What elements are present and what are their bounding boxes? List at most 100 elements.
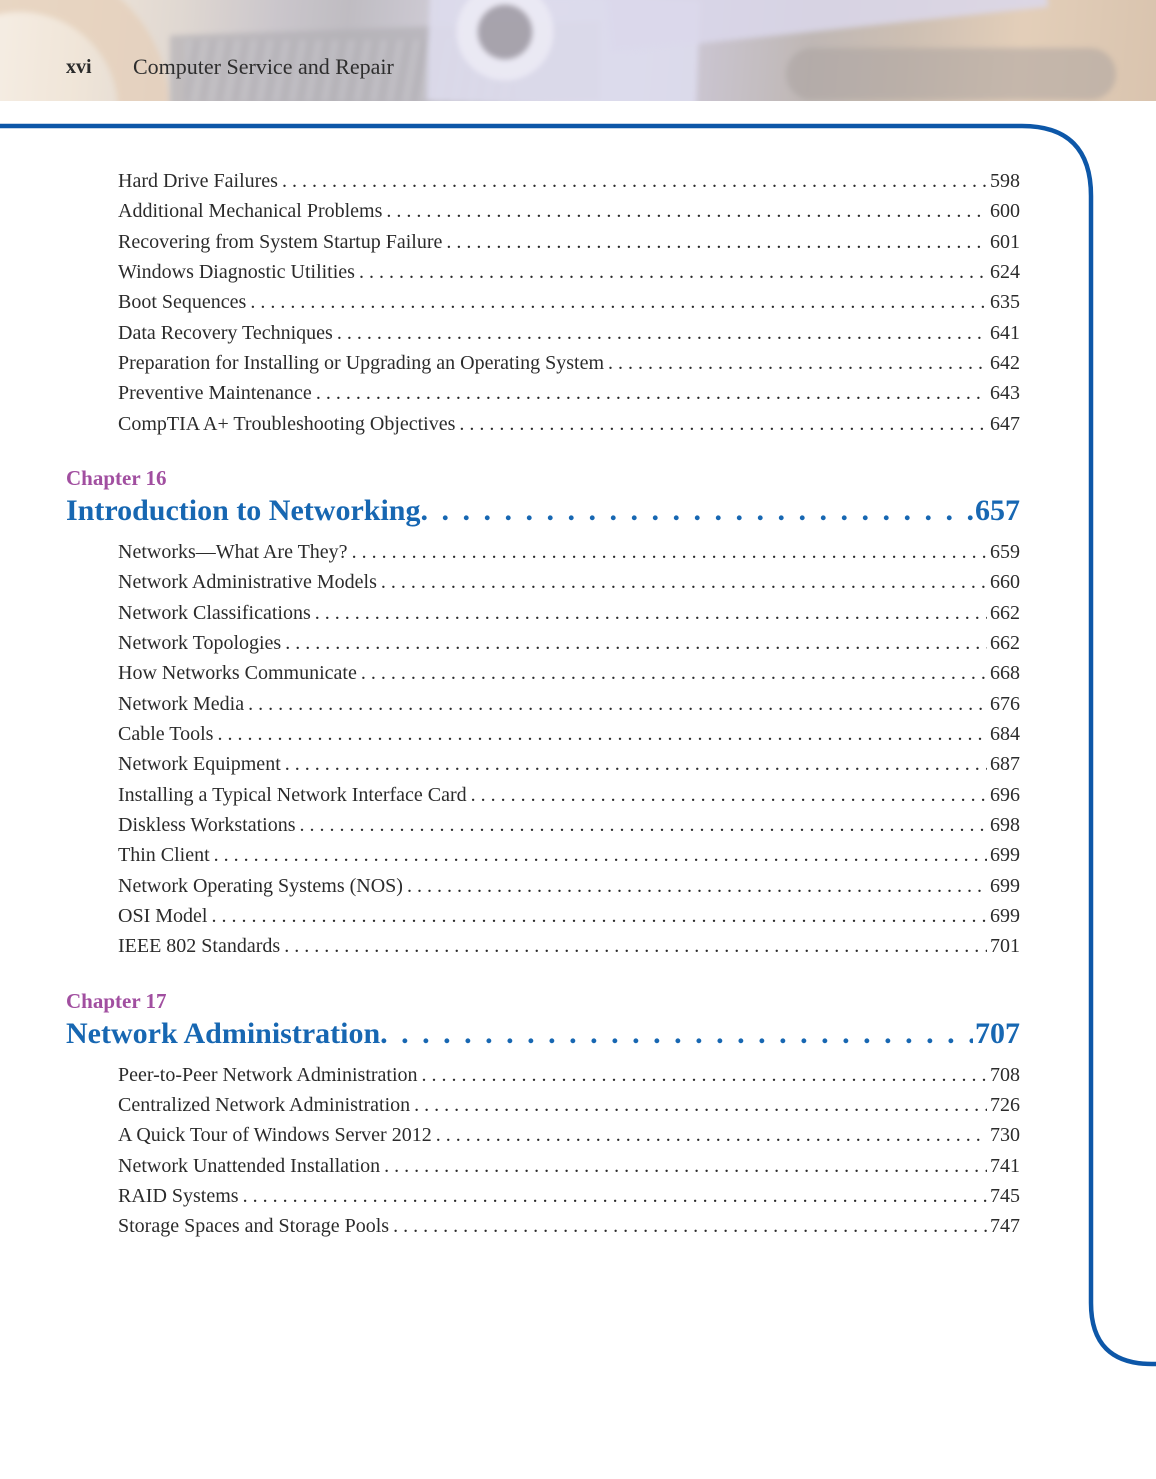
toc-entry-row: Recovering from System Startup Failure 60… (118, 227, 1020, 257)
section-entries: Networks—What Are They? 659 Network Admini… (118, 537, 1020, 962)
chapter-page-number: 657 (975, 493, 1020, 527)
dot-leader (361, 658, 987, 688)
toc-entry-page-number: 726 (990, 1093, 1020, 1116)
dot-leader (248, 689, 987, 719)
toc-entry-label: RAID Systems (118, 1184, 239, 1207)
dot-leader (414, 1090, 987, 1120)
dot-leader (393, 1211, 987, 1241)
toc-entry-label: Boot Sequences (118, 291, 247, 314)
dot-leader (243, 1181, 987, 1211)
toc-entry-page-number: 699 (990, 904, 1020, 927)
page-folio: xvi (66, 56, 92, 78)
toc-entry-page-number: 687 (990, 753, 1020, 776)
toc-entry-row: Networks—What Are They? 659 (118, 537, 1020, 567)
toc-entry-label: CompTIA A+ Troubleshooting Objectives (118, 412, 456, 435)
dot-leader (282, 166, 987, 196)
toc-entry-row: Network Operating Systems (NOS) 699 (118, 871, 1020, 901)
toc-entry-label: Networks—What Are They? (118, 540, 348, 563)
toc-entry-page-number: 701 (990, 935, 1020, 958)
banner-white-veil (0, 0, 1156, 101)
toc-entry-row: Windows Diagnostic Utilities 624 (118, 257, 1020, 287)
chapter-dot-leader (420, 491, 973, 531)
toc-entry-page-number: 708 (990, 1063, 1020, 1086)
toc-entry-page-number: 684 (990, 722, 1020, 745)
chapter-section: Chapter 17 Network Administration 707 Peer-… (66, 988, 1020, 1242)
toc-entry-page-number: 600 (990, 200, 1020, 223)
dot-leader (471, 780, 987, 810)
dot-leader (446, 227, 987, 257)
toc-entry-page-number: 659 (990, 540, 1020, 563)
toc-entry-page-number: 676 (990, 692, 1020, 715)
toc-entry-label: Recovering from System Startup Failure (118, 230, 443, 253)
section-entries: Peer-to-Peer Network Administration 708 Ce… (118, 1060, 1020, 1242)
chapter-label: Chapter 16 (66, 465, 167, 490)
toc-entry-label: Centralized Network Administration (118, 1093, 411, 1116)
toc-entry-row: Boot Sequences 635 (118, 287, 1020, 317)
toc-entry-row: Cable Tools 684 (118, 719, 1020, 749)
chapter-title-row: Introduction to Networking 657 (66, 491, 1020, 531)
toc-entry-page-number: 624 (990, 260, 1020, 283)
table-of-contents: Hard Drive Failures 598 Additional Mechani… (66, 166, 1020, 1242)
chapter-title: Network Administration (66, 1016, 381, 1050)
toc-entry-page-number: 635 (990, 291, 1020, 314)
chapter-title: Introduction to Networking (66, 493, 421, 527)
dot-leader (386, 196, 987, 226)
toc-entry-page-number: 641 (990, 321, 1020, 344)
dot-leader (407, 871, 987, 901)
chapter-section: Chapter 16 Introduction to Networking 657 N… (66, 465, 1020, 962)
toc-entry-label: Network Topologies (118, 631, 282, 654)
toc-entry-label: Network Media (118, 692, 245, 715)
toc-entry-row: Network Media 676 (118, 689, 1020, 719)
toc-entry-row: Preventive Maintenance 643 (118, 378, 1020, 408)
toc-entry-row: Hard Drive Failures 598 (118, 166, 1020, 196)
toc-entry-page-number: 730 (990, 1124, 1020, 1147)
toc-entry-row: Thin Client 699 (118, 840, 1020, 870)
toc-entry-label: Network Operating Systems (NOS) (118, 874, 403, 897)
toc-entry-page-number: 745 (990, 1184, 1020, 1207)
toc-entry-page-number: 601 (990, 230, 1020, 253)
toc-entry-row: Network Administrative Models 660 (118, 567, 1020, 597)
dot-leader (359, 257, 987, 287)
toc-entry-row: Network Unattended Installation 741 (118, 1151, 1020, 1181)
dot-leader (250, 287, 987, 317)
toc-entry-row: Data Recovery Techniques 641 (118, 318, 1020, 348)
toc-entry-row: IEEE 802 Standards 701 (118, 931, 1020, 961)
toc-entry-page-number: 698 (990, 813, 1020, 836)
chapter-title-row: Network Administration 707 (66, 1014, 1020, 1054)
toc-entry-row: Network Equipment 687 (118, 749, 1020, 779)
chapter-page-number: 707 (975, 1016, 1020, 1050)
toc-entry-row: Additional Mechanical Problems 600 (118, 196, 1020, 226)
toc-entry-row: Peer-to-Peer Network Administration 708 (118, 1060, 1020, 1090)
dot-leader (285, 628, 987, 658)
toc-entry-row: Preparation for Installing or Upgrading … (118, 348, 1020, 378)
toc-entry-row: OSI Model 699 (118, 901, 1020, 931)
dot-leader (352, 537, 987, 567)
toc-entry-label: Network Classifications (118, 601, 311, 624)
dot-leader (422, 1060, 987, 1090)
toc-entry-page-number: 647 (990, 412, 1020, 435)
toc-entry-page-number: 741 (990, 1154, 1020, 1177)
toc-entry-page-number: 696 (990, 783, 1020, 806)
toc-entry-label: Additional Mechanical Problems (118, 200, 383, 223)
header-photo-banner (0, 0, 1156, 101)
toc-entry-page-number: 598 (990, 170, 1020, 192)
dot-leader (384, 1151, 987, 1181)
toc-entry-row: RAID Systems 745 (118, 1181, 1020, 1211)
toc-entry-label: Peer-to-Peer Network Administration (118, 1063, 418, 1086)
toc-entry-label: Diskless Workstations (118, 813, 296, 836)
toc-entry-label: Data Recovery Techniques (118, 321, 333, 344)
toc-entry-page-number: 662 (990, 601, 1020, 624)
toc-entry-label: Thin Client (118, 844, 210, 867)
dot-leader (299, 810, 987, 840)
dot-leader (436, 1120, 987, 1150)
dot-leader (381, 567, 987, 597)
toc-entry-label: Storage Spaces and Storage Pools (118, 1215, 390, 1238)
toc-entry-label: Preparation for Installing or Upgrading … (118, 351, 604, 374)
toc-entry-label: IEEE 802 Standards (118, 935, 281, 958)
toc-entry-page-number: 660 (990, 571, 1020, 594)
toc-entry-page-number: 642 (990, 351, 1020, 374)
toc-entry-row: How Networks Communicate 668 (118, 658, 1020, 688)
toc-entry-row: Diskless Workstations 698 (118, 810, 1020, 840)
toc-entry-row: Network Topologies 662 (118, 628, 1020, 658)
toc-entry-row: Storage Spaces and Storage Pools 747 (118, 1211, 1020, 1241)
